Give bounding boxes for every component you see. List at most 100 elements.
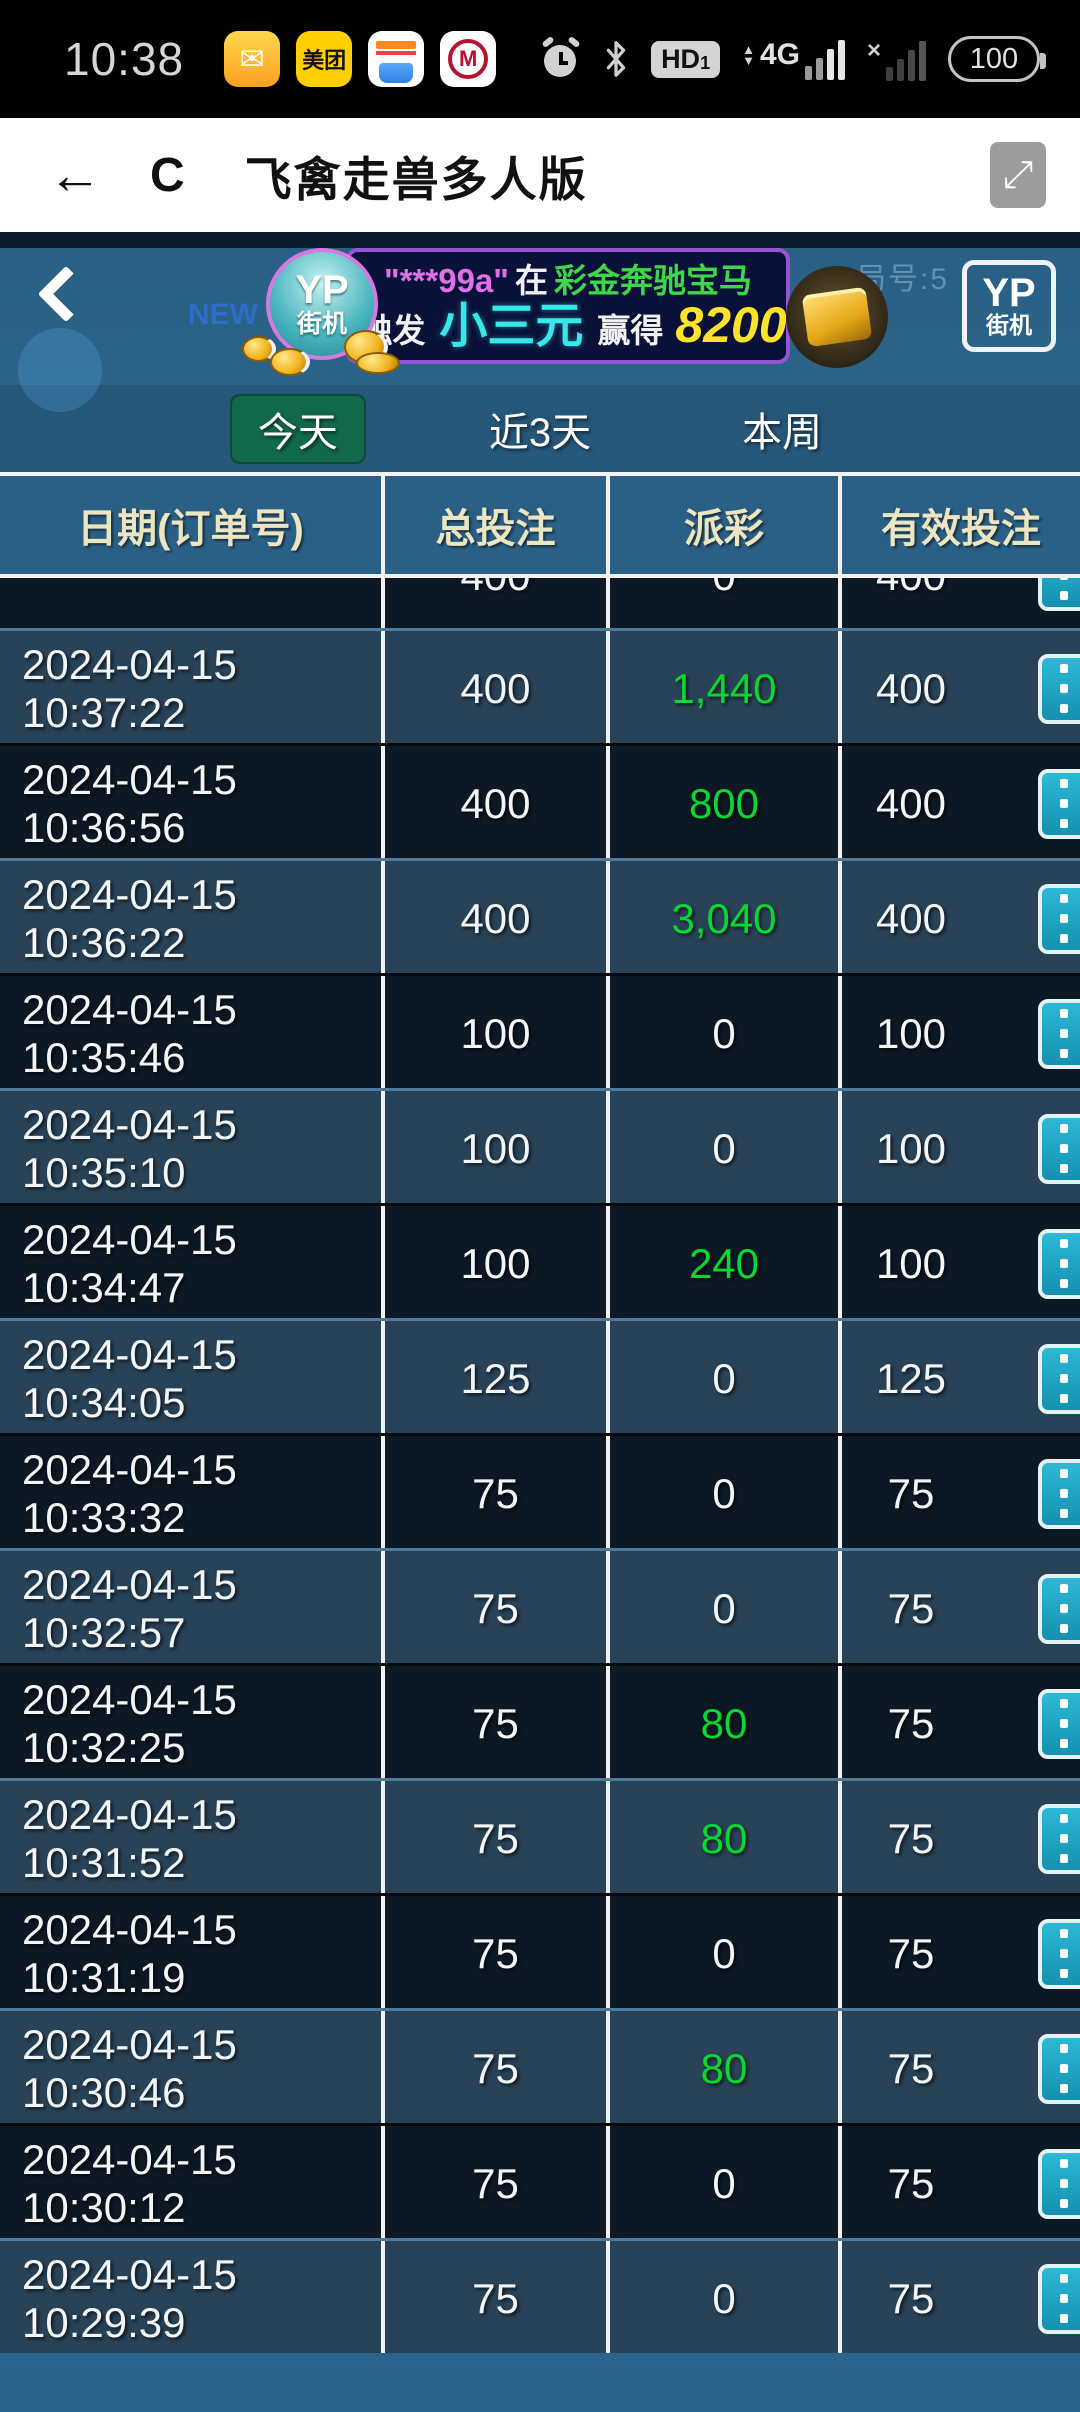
reload-button[interactable]: C [150, 148, 185, 202]
notification-icons: ✉ 美团 M [224, 31, 497, 87]
game-top-strip [0, 232, 1080, 248]
menu-dots-icon [1060, 1124, 1068, 1133]
total-bet-cell: 400 [385, 631, 610, 743]
win-amount: 8200 [675, 297, 787, 353]
order-date-cell: 2024-04-15 10:36:22 [0, 861, 385, 973]
winner-marquee: "***99a" 在 彩金奔驰宝马 中触发 小三元 赢得 8200 ! [326, 248, 810, 364]
payout-cell: 0 [610, 578, 842, 628]
row-menu-button[interactable] [1038, 1458, 1080, 1529]
total-bet-cell: 75 [385, 1896, 610, 2008]
valid-bet-cell: 125 [842, 1321, 1080, 1433]
menu-dots-icon [1060, 664, 1068, 673]
bluetooth-icon [606, 41, 626, 77]
banner-section: NEW 局号:5 YP 街机 "***99a" 在 彩金奔驰宝马 中触发 小三元… [0, 232, 1080, 412]
hd-call-icon: HD 1 [651, 40, 721, 78]
menu-dots-icon [1060, 1929, 1068, 1938]
valid-bet-cell: 75 [842, 1436, 1080, 1548]
table-row: 2024-04-15 10:35:46 100 0 100 [0, 973, 1080, 1088]
menu-dots-icon [1060, 1584, 1068, 1593]
coin-icon [356, 352, 400, 374]
menu-dots-icon [1060, 1814, 1068, 1823]
payout-cell: 3,040 [610, 861, 842, 973]
valid-bet-cell: 400 [842, 631, 1080, 743]
row-menu-button[interactable] [1038, 1688, 1080, 1759]
clock-time: 10:38 [64, 33, 185, 85]
valid-bet-cell: 400 [842, 746, 1080, 858]
page-title: 飞禽走兽多人版 [244, 152, 588, 206]
valid-bet-cell: 75 [842, 1666, 1080, 1778]
row-menu-button[interactable] [1038, 578, 1080, 611]
game-area: NEW 局号:5 YP 街机 "***99a" 在 彩金奔驰宝马 中触发 小三元… [0, 232, 1080, 2412]
total-bet-cell: 400 [385, 861, 610, 973]
row-menu-button[interactable] [1038, 1343, 1080, 1414]
valid-bet-cell: 75 [842, 1551, 1080, 1663]
payout-cell: 0 [610, 976, 842, 1088]
row-menu-button[interactable] [1038, 653, 1080, 724]
row-menu-button[interactable] [1038, 768, 1080, 839]
banner-back-chevron[interactable] [37, 265, 95, 323]
table-row: 2024-04-15 10:31:19 75 0 75 [0, 1893, 1080, 2008]
total-bet-cell: 75 [385, 1551, 610, 1663]
new-label: NEW [188, 298, 258, 331]
alarm-icon [541, 35, 581, 79]
order-date-cell: 2024-04-15 10:35:10 [0, 1091, 385, 1203]
total-bet-cell: 75 [385, 1436, 610, 1548]
order-date-cell: 2024-04-15 10:30:46 [0, 2011, 385, 2123]
mail-icon: ✉ [224, 31, 281, 87]
order-date-cell: 2024-04-15 10:31:52 [0, 1781, 385, 1893]
payout-cell: 80 [610, 1781, 842, 1893]
payout-cell: 0 [610, 1551, 842, 1663]
order-date-cell: 2024-04-15 10:29:39 [0, 2241, 385, 2353]
row-menu-button[interactable] [1038, 1113, 1080, 1184]
row-menu-button[interactable] [1038, 883, 1080, 954]
payout-cell: 80 [610, 2011, 842, 2123]
row-menu-button[interactable] [1038, 1573, 1080, 1644]
row-menu-button[interactable] [1038, 2263, 1080, 2334]
row-menu-button[interactable] [1038, 2033, 1080, 2104]
tab-today[interactable]: 今天 [229, 393, 366, 464]
order-date-cell: 2024-04-15 10:32:57 [0, 1551, 385, 1663]
valid-bet-cell: 400 [842, 861, 1080, 973]
tab-this-week[interactable]: 本周 [742, 410, 823, 455]
coin-icon [270, 348, 310, 376]
order-date-cell: 2024-04-15 10:31:19 [0, 1896, 385, 2008]
table-row: 2024-04-15 10:29:39 75 0 75 [0, 2238, 1080, 2353]
yp-badge-logo: YP 街机 [266, 248, 378, 360]
row-menu-button[interactable] [1038, 1803, 1080, 1874]
order-date-cell: 2024-04-15 10:35:46 [0, 976, 385, 1088]
menu-dots-icon [1060, 2044, 1068, 2053]
meituan-icon: 美团 [296, 31, 353, 87]
menu-dots-icon [1060, 1009, 1068, 1018]
back-button[interactable]: ← [48, 145, 102, 205]
total-bet-cell: 400 [385, 746, 610, 858]
table-row: 2024-04-15 10:35:10 100 0 100 [0, 1088, 1080, 1203]
valid-bet-cell: 100 [842, 1206, 1080, 1318]
table-row: 2024-04-15 10:36:22 400 3,040 400 [0, 858, 1080, 973]
row-menu-button[interactable] [1038, 2148, 1080, 2219]
row-menu-button[interactable] [1038, 1918, 1080, 1989]
payout-cell: 0 [610, 1896, 842, 2008]
row-menu-button[interactable] [1038, 1228, 1080, 1299]
table-row: 2024-04-15 10:34:05 125 0 125 [0, 1318, 1080, 1433]
total-bet-cell: 75 [385, 2241, 610, 2353]
signal-sim2-off-icon: × [867, 37, 926, 81]
fullscreen-button[interactable]: ⤢ [990, 142, 1046, 208]
total-bet-cell: 75 [385, 2011, 610, 2123]
total-bet-cell: 100 [385, 1091, 610, 1203]
status-bar: 10:38 ✉ 美团 M HD 1 ▲ ▼ 4G × [0, 0, 1080, 118]
payout-cell: 800 [610, 746, 842, 858]
header-date: 日期(订单号) [0, 476, 385, 574]
row-menu-button[interactable] [1038, 998, 1080, 1069]
total-bet-cell: 400 [385, 578, 610, 628]
menu-dots-icon [1060, 2274, 1068, 2283]
payout-cell: 0 [610, 2241, 842, 2353]
menu-dots-icon [1060, 1239, 1068, 1248]
table-row: 2024-04-15 10:30:46 75 80 75 [0, 2008, 1080, 2123]
header-payout: 派彩 [610, 476, 842, 574]
menu-dots-icon [1060, 1699, 1068, 1708]
table-row: 2024-04-15 10:33:32 75 0 75 [0, 1433, 1080, 1548]
valid-bet-cell: 75 [842, 2011, 1080, 2123]
bank-icon: M [440, 31, 497, 87]
tab-last-3-days[interactable]: 近3天 [488, 410, 592, 455]
valid-bet-cell: 75 [842, 1896, 1080, 2008]
